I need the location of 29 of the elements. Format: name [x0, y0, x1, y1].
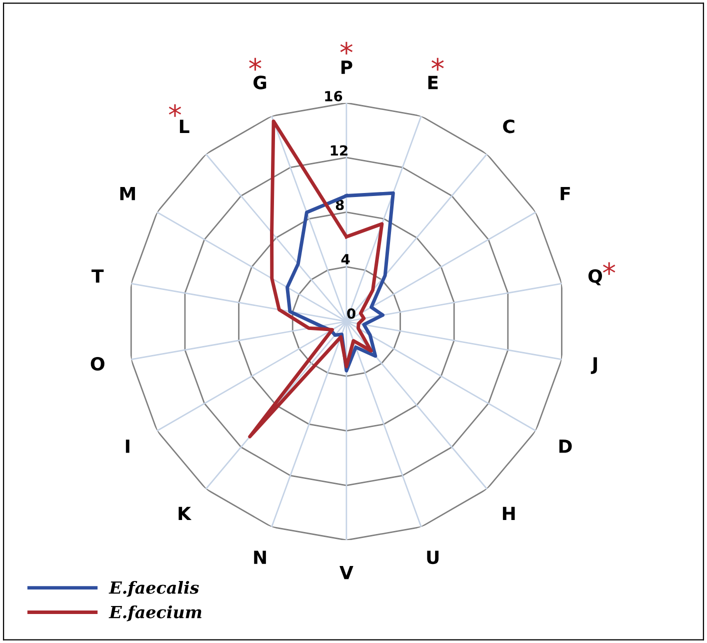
- text: *: [432, 58, 444, 71]
- spoke-label: M: [120, 186, 135, 200]
- text: *: [168, 104, 182, 117]
- spoke-label: L: [180, 120, 190, 133]
- y-tick-label: 12: [330, 145, 348, 156]
- text: *: [249, 58, 262, 71]
- spoke-label: D: [559, 440, 572, 453]
- spoke-label: U: [427, 550, 439, 564]
- y-tick-label: 0: [347, 308, 356, 319]
- spoke-label: P: [341, 60, 352, 74]
- spoke-label: T: [92, 269, 104, 283]
- y-tick-label: 4: [341, 254, 350, 264]
- legend-label: E.faecium: [108, 605, 202, 622]
- spoke-label: E: [428, 76, 438, 90]
- spoke-label: I: [126, 440, 130, 453]
- text: *: [602, 262, 616, 275]
- spoke-label: V: [340, 566, 354, 580]
- spoke-label: K: [178, 506, 192, 520]
- spoke-label: H: [502, 506, 515, 520]
- spoke-label: J: [590, 357, 597, 374]
- spoke-label: F: [560, 186, 570, 200]
- spoke-label: N: [254, 550, 266, 564]
- y-tick-label: 16: [325, 90, 342, 102]
- legend-label: E.faecalis: [108, 580, 199, 597]
- spoke-label: C: [503, 120, 514, 134]
- spoke-label: G: [254, 76, 266, 90]
- spoke-label: Q: [588, 269, 602, 286]
- spoke-label: O: [90, 356, 104, 371]
- text: *: [340, 42, 353, 54]
